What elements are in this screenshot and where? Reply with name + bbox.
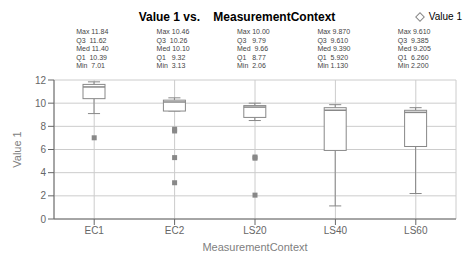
svg-text:Max 10.46Q3 10.26Med 10.10Q1: Max 10.46Q3 10.26Med 10.10Q1 9.32Min 3.1… (157, 28, 190, 69)
svg-text:MeasurementContext: MeasurementContext (202, 241, 307, 253)
html-text:Value 1: Value 1 (428, 11, 462, 22)
svg-text:4: 4 (40, 167, 46, 178)
svg-text:Max 10.00Q3 9.79Med 9.66Q1: Max 10.00Q3 9.79Med 9.66Q1 8.77Min 2.06 (237, 28, 270, 69)
svg-text:LS40: LS40 (324, 225, 348, 236)
svg-text:6: 6 (40, 144, 46, 155)
svg-text:EC2: EC2 (165, 225, 185, 236)
svg-text:2: 2 (40, 190, 46, 201)
svg-text:Value 1: Value 1 (11, 131, 23, 168)
svg-text:EC1: EC1 (84, 225, 104, 236)
svg-text:Max 9.870Q3 9.610Med 9.390Q1: Max 9.870Q3 9.610Med 9.390Q1 5.920Min 1.… (317, 28, 350, 69)
svg-text:12: 12 (35, 75, 47, 86)
svg-text:Max 11.84Q3 11.62Med 11.40Q1: Max 11.84Q3 11.62Med 11.40Q1 10.39Min 7.… (76, 28, 109, 69)
svg-text:10: 10 (35, 98, 47, 109)
svg-text:0: 0 (40, 214, 46, 225)
svg-text:8: 8 (40, 121, 46, 132)
html-text:Value 1 vs. MeasurementContext: Value 1 vs. MeasurementContext (138, 10, 336, 24)
svg-text:Max 9.610Q3 9.385Med 9.205Q1: Max 9.610Q3 9.385Med 9.205Q1 6.260Min 2.… (398, 28, 431, 69)
svg-text:LS60: LS60 (404, 225, 428, 236)
svg-text:LS20: LS20 (243, 225, 267, 236)
